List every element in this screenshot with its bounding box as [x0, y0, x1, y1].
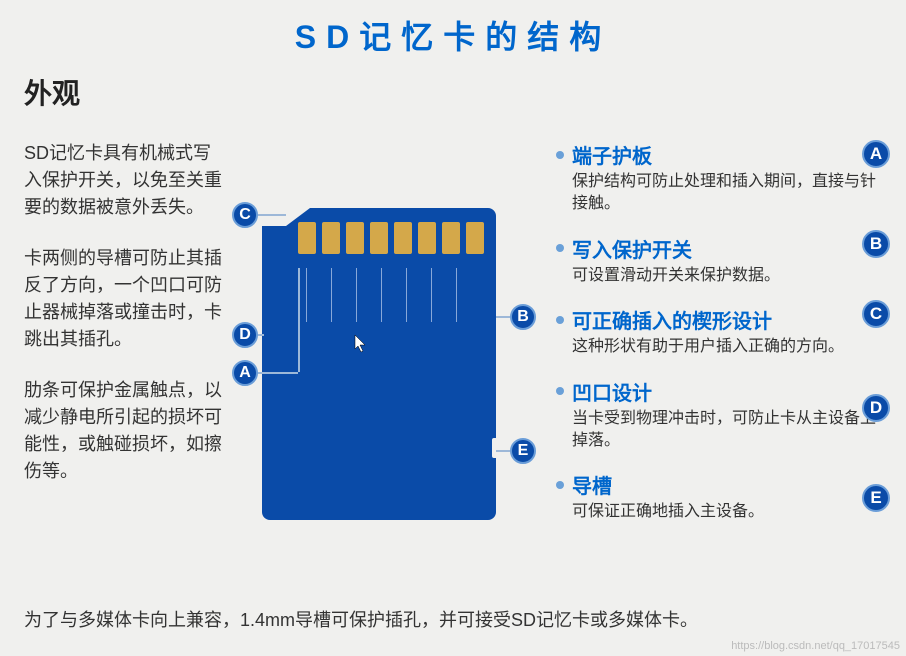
- feature-title: 端子护板: [572, 140, 652, 169]
- page-title: SD记忆卡的结构: [0, 0, 906, 58]
- feature-title: 可正确插入的楔形设计: [572, 305, 772, 334]
- diagram-label-d: D: [232, 322, 258, 348]
- paragraph-2: 卡两侧的导槽可防止其插反了方向，一个凹口可防止器械掉落或撞击时，卡跳出其插孔。: [24, 245, 224, 353]
- diagram-label-c: C: [232, 202, 258, 228]
- pin: [298, 222, 316, 254]
- leader-line: [258, 214, 286, 216]
- pin: [442, 222, 460, 254]
- feature-d: 凹口设计 当卡受到物理冲击时，可防止卡从主设备上掉落。 D: [556, 377, 876, 453]
- footer-note: 为了与多媒体卡向上兼容，1.4mm导槽可保护插孔，并可接受SD记忆卡或多媒体卡。: [24, 606, 698, 632]
- pin: [418, 222, 436, 254]
- bullet-icon: [556, 151, 564, 159]
- leader-line: [298, 268, 300, 372]
- pin-separator-lines: [306, 268, 457, 322]
- feature-a: 端子护板 保护结构可防止处理和插入期间，直接与针接触。 A: [556, 140, 876, 216]
- bullet-icon: [556, 244, 564, 252]
- feature-badge-c: C: [862, 300, 890, 328]
- bullet-icon: [556, 387, 564, 395]
- pin: [370, 222, 388, 254]
- feature-title: 凹口设计: [572, 377, 652, 406]
- feature-badge-d: D: [862, 394, 890, 422]
- pin: [466, 222, 484, 254]
- diagram-label-b: B: [510, 304, 536, 330]
- pin: [394, 222, 412, 254]
- paragraph-3: 肋条可保护金属触点，以减少静电所引起的损坏可能性，或触碰损坏，如擦伤等。: [24, 377, 224, 485]
- feature-desc: 这种形状有助于用户插入正确的方向。: [572, 336, 876, 358]
- pin: [346, 222, 364, 254]
- sd-side-notch: [492, 438, 500, 458]
- feature-title: 写入保护开关: [572, 234, 692, 263]
- feature-desc: 当卡受到物理冲击时，可防止卡从主设备上掉落。: [572, 408, 876, 453]
- diagram-label-a: A: [232, 360, 258, 386]
- feature-badge-e: E: [862, 484, 890, 512]
- feature-title: 导槽: [572, 470, 612, 499]
- bullet-icon: [556, 481, 564, 489]
- bullet-icon: [556, 316, 564, 324]
- pin: [322, 222, 340, 254]
- feature-desc: 可设置滑动开关来保护数据。: [572, 265, 876, 287]
- cursor-icon: [354, 334, 368, 354]
- section-subtitle: 外观: [24, 72, 80, 112]
- sd-card-pins: [298, 222, 484, 254]
- watermark-text: https://blog.csdn.net/qq_17017545: [731, 640, 900, 652]
- leader-line: [258, 372, 298, 374]
- leader-line: [496, 450, 510, 452]
- features-column: 端子护板 保护结构可防止处理和插入期间，直接与针接触。 A 写入保护开关 可设置…: [556, 140, 876, 542]
- paragraph-1: SD记忆卡具有机械式写入保护开关，以免至关重要的数据被意外丢失。: [24, 140, 224, 221]
- feature-c: 可正确插入的楔形设计 这种形状有助于用户插入正确的方向。 C: [556, 305, 876, 358]
- feature-desc: 可保证正确地插入主设备。: [572, 501, 876, 523]
- feature-desc: 保护结构可防止处理和插入期间，直接与针接触。: [572, 171, 876, 216]
- diagram-label-e: E: [510, 438, 536, 464]
- feature-b: 写入保护开关 可设置滑动开关来保护数据。 B: [556, 234, 876, 287]
- feature-badge-b: B: [862, 230, 890, 258]
- leader-line: [258, 334, 264, 336]
- leader-line: [496, 316, 510, 318]
- feature-badge-a: A: [862, 140, 890, 168]
- left-description-column: SD记忆卡具有机械式写入保护开关，以免至关重要的数据被意外丢失。 卡两侧的导槽可…: [24, 140, 224, 509]
- feature-e: 导槽 可保证正确地插入主设备。 E: [556, 470, 876, 523]
